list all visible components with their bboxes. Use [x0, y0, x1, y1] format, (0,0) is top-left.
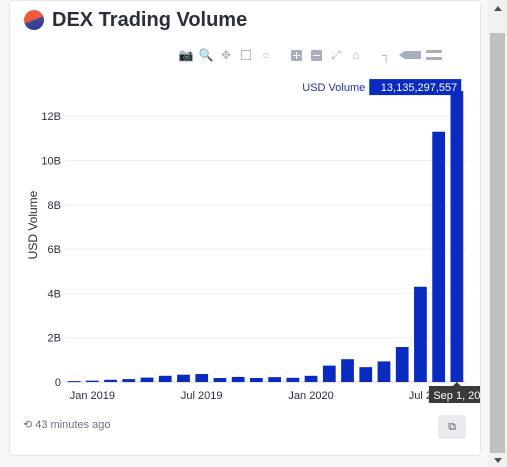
link-icon: ⧉ [448, 420, 456, 433]
hover-x-box [428, 386, 480, 403]
gridlines [65, 115, 466, 383]
hover-value-box [369, 79, 462, 96]
y-tick-label: 6B [48, 244, 61, 256]
zoom-in-icon[interactable] [288, 47, 304, 63]
bar-2019-07[interactable] [195, 374, 209, 382]
lasso-icon[interactable]: ○ [262, 48, 270, 62]
bar-2020-03[interactable] [341, 359, 354, 382]
chart-modebar: 📷 🔍 ✥ ○ ⤢ ⌂ ┐ [178, 47, 446, 63]
y-tick-label: 0 [55, 377, 61, 389]
x-tick-labels: Jan 2019 Jul 2019 Jan 2020 Jul 2 [70, 390, 432, 402]
y-axis-title: USD Volume [26, 190, 40, 259]
card-header: DEX Trading Volume [24, 7, 247, 33]
scroll-thumb[interactable] [490, 33, 505, 453]
x-tick-label: Jul 2019 [181, 390, 223, 402]
y-tick-labels: 0 2B 4B 6B 8B 10B 12B [41, 111, 61, 389]
bar-2019-02[interactable] [104, 379, 117, 382]
bar-2020-07[interactable] [414, 286, 427, 382]
y-tick-label: 2B [48, 333, 61, 345]
box-select-icon[interactable] [238, 47, 254, 63]
y-tick-label: 8B [48, 200, 61, 212]
zoom-out-icon[interactable] [308, 47, 324, 63]
camera-icon[interactable]: 📷 [178, 48, 194, 62]
hover-x-label: Sep 1, 20 [433, 390, 480, 402]
bar-2020-02[interactable] [322, 365, 336, 382]
x-tick-label: Jul 2 [409, 390, 432, 402]
y-tick-label: 4B [48, 288, 61, 300]
clock-icon: ⟲ [23, 419, 33, 431]
hover-value: 13,135,297,557 [381, 82, 457, 94]
bar-2019-11[interactable] [268, 377, 281, 382]
bar-2019-04[interactable] [140, 377, 154, 382]
chart-card: DEX Trading Volume 📷 🔍 ✥ ○ ⤢ ⌂ ┐ 0 2B 4B 6B… [9, 0, 481, 456]
bar-2019-12[interactable] [286, 377, 300, 382]
bar-chart: 0 2B 4B 6B 8B 10B 12B Jan 2019 Jul 2019 Jan 2020… [26, 79, 480, 403]
updated-text: 43 minutes ago [35, 418, 111, 431]
hover-x-pointer [452, 382, 461, 386]
y-tick-label: 10B [41, 156, 61, 168]
chart-title: DEX Trading Volume [52, 8, 248, 31]
hover-tooltip: 13,135,297,557 USD Volume Sep 1, 20 [302, 79, 480, 403]
page-scrollbar[interactable] [488, 0, 507, 467]
bar-2019-03[interactable] [122, 379, 136, 382]
bar-2020-08[interactable] [432, 131, 446, 382]
y-tick-label: 12B [41, 111, 61, 123]
scroll-up-arrow-icon[interactable] [494, 6, 502, 11]
bar-2018-12[interactable] [67, 381, 81, 383]
zoom-icon[interactable]: 🔍 [198, 48, 214, 62]
hover-closest-icon[interactable] [398, 47, 422, 63]
bar-2020-01[interactable] [304, 375, 318, 382]
bar-2019-08[interactable] [213, 378, 227, 382]
bar-2019-05[interactable] [158, 375, 172, 382]
bar-2019-10[interactable] [250, 378, 263, 382]
bar-2019-06[interactable] [177, 374, 190, 382]
x-tick-label: Jan 2019 [70, 390, 115, 402]
bar-2020-05[interactable] [377, 361, 391, 382]
bars[interactable] [67, 91, 464, 383]
hover-compare-icon[interactable] [426, 47, 442, 63]
link-button[interactable]: ⧉ [438, 415, 466, 439]
dex-logo-icon [24, 10, 44, 30]
autoscale-icon[interactable]: ⤢ [331, 48, 341, 62]
scroll-down-arrow-icon[interactable] [494, 458, 502, 463]
bar-2020-09[interactable] [450, 91, 464, 382]
hover-series-name: USD Volume [302, 82, 365, 94]
bar-2020-06[interactable] [395, 347, 409, 382]
bar-2019-09[interactable] [231, 376, 245, 382]
bar-2020-04[interactable] [359, 367, 373, 382]
bar-2019-01[interactable] [85, 380, 99, 382]
x-tick-label: Jan 2020 [288, 390, 333, 402]
reset-axes-icon[interactable]: ⌂ [352, 48, 360, 62]
updated-footer: ⟲ 43 minutes ago [23, 418, 111, 432]
spike-lines-icon[interactable]: ┐ [381, 48, 391, 62]
pan-icon[interactable]: ✥ [220, 48, 232, 62]
